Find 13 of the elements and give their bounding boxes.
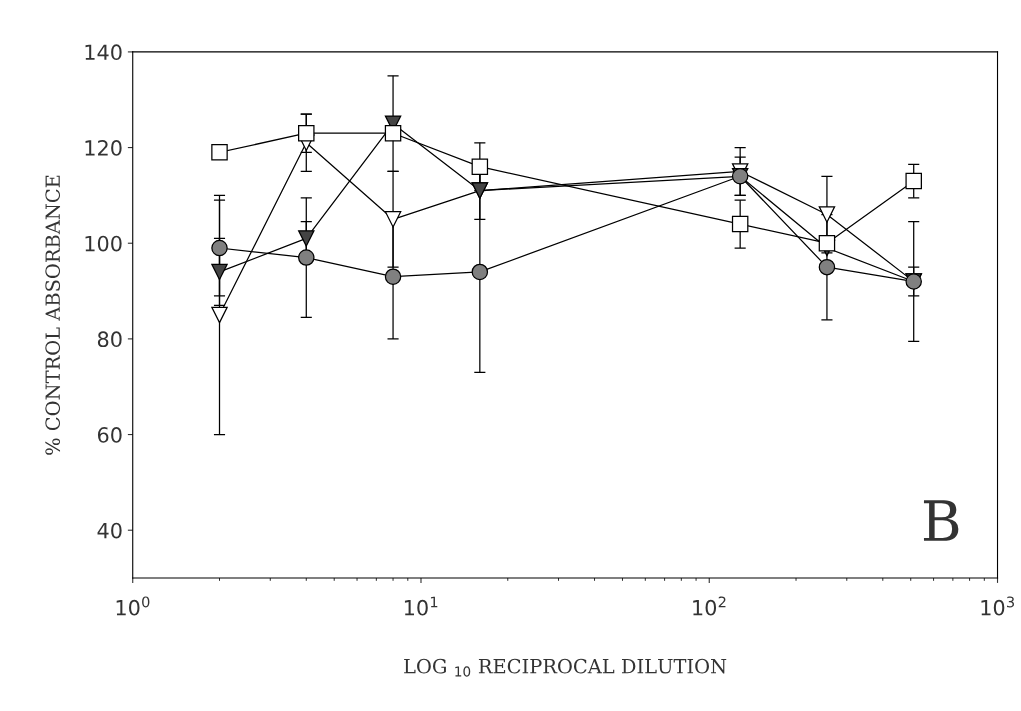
x-tick-label: 10$^{0}$ bbox=[116, 596, 150, 616]
x-tick-label: 10$^{1}$ bbox=[404, 596, 438, 616]
y-axis-title: % CONTROL ABSORBANCE bbox=[45, 175, 61, 455]
x-tick-label: 10$^{2}$ bbox=[693, 596, 726, 616]
x-tick-label: 10$^{3}$ bbox=[981, 596, 1014, 616]
y-tick-label: 40 bbox=[97, 522, 122, 539]
y-tick-label: 100 bbox=[85, 235, 122, 252]
x-axis-title: LOG $_{10}$ RECIPROCAL DILUTION bbox=[404, 658, 727, 677]
y-tick-label: 140 bbox=[85, 44, 122, 61]
y-tick-label: 120 bbox=[85, 140, 122, 156]
y-tick-label: 60 bbox=[97, 427, 122, 443]
y-tick-label: 80 bbox=[97, 331, 122, 348]
annotation: B bbox=[923, 500, 959, 541]
